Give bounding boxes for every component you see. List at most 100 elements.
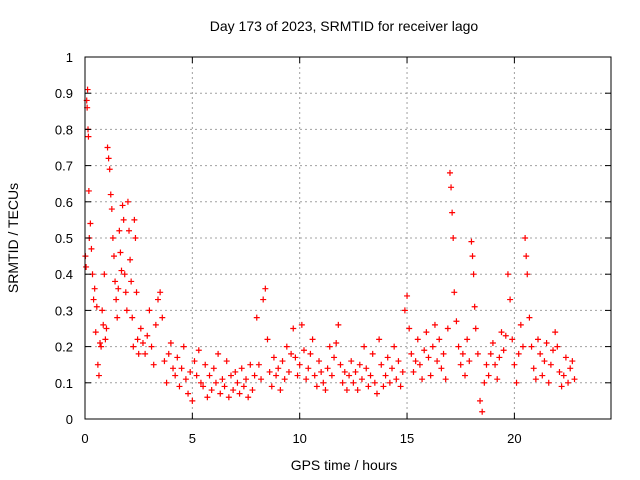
- grid: [85, 57, 611, 419]
- data-point: [202, 361, 209, 368]
- data-point: [560, 372, 567, 379]
- data-point: [189, 397, 196, 404]
- data-point: [421, 347, 428, 354]
- data-point: [517, 321, 524, 328]
- data-point: [251, 372, 258, 379]
- data-point: [243, 376, 250, 383]
- data-point: [178, 365, 185, 372]
- data-point: [333, 339, 340, 346]
- data-point: [88, 245, 95, 252]
- data-point: [121, 271, 128, 278]
- data-point: [268, 383, 275, 390]
- data-point: [236, 390, 243, 397]
- data-point: [450, 235, 457, 241]
- data-point: [448, 184, 455, 191]
- data-point: [502, 332, 509, 339]
- data-point: [283, 343, 290, 350]
- data-point: [275, 365, 282, 372]
- data-point: [253, 314, 260, 321]
- data-point: [352, 368, 359, 375]
- data-point: [537, 350, 544, 357]
- data-point: [120, 216, 127, 223]
- data-point: [399, 368, 406, 375]
- data-point: [133, 289, 140, 296]
- data-point: [472, 325, 479, 332]
- data-point: [255, 361, 262, 368]
- data-point: [288, 350, 295, 357]
- data-point: [311, 372, 318, 379]
- data-point: [180, 343, 187, 350]
- data-point: [376, 336, 383, 343]
- data-point: [227, 372, 234, 379]
- data-point: [83, 263, 90, 270]
- data-point: [118, 267, 125, 274]
- data-point: [130, 343, 137, 350]
- data-point: [522, 235, 529, 241]
- data-point: [122, 289, 129, 296]
- data-point: [446, 169, 453, 176]
- data-point: [429, 343, 436, 350]
- y-tick-label: 0.3: [55, 303, 73, 318]
- data-point: [440, 350, 447, 357]
- data-point: [367, 372, 374, 379]
- data-point: [369, 350, 376, 357]
- data-point: [84, 86, 91, 93]
- data-point: [322, 387, 329, 394]
- data-point: [477, 397, 484, 404]
- data-point: [152, 321, 159, 328]
- data-point: [200, 383, 207, 390]
- data-point: [131, 216, 138, 223]
- data-point: [264, 336, 271, 343]
- data-point: [208, 387, 215, 394]
- data-point: [481, 379, 488, 386]
- data-point: [185, 390, 192, 397]
- x-tick-label: 20: [507, 431, 521, 446]
- data-point: [391, 343, 398, 350]
- data-point: [303, 376, 310, 383]
- data-point: [279, 358, 286, 365]
- data-point: [217, 390, 224, 397]
- data-point: [247, 361, 254, 368]
- y-tick-label: 0.9: [55, 86, 73, 101]
- data-point: [307, 350, 314, 357]
- data-point: [109, 235, 116, 241]
- data-point: [511, 361, 518, 368]
- data-point: [108, 206, 115, 213]
- data-point: [492, 361, 499, 368]
- data-point: [416, 361, 423, 368]
- data-point: [115, 285, 122, 292]
- data-point: [159, 314, 166, 321]
- data-point: [412, 358, 419, 365]
- data-point: [343, 387, 350, 394]
- data-point: [150, 361, 157, 368]
- data-point: [444, 325, 451, 332]
- data-point: [541, 358, 548, 365]
- data-point: [474, 350, 481, 357]
- data-point: [494, 376, 501, 383]
- data-point: [238, 365, 245, 372]
- data-point: [535, 336, 542, 343]
- data-point: [414, 336, 421, 343]
- data-point: [87, 220, 94, 227]
- data-point: [277, 387, 284, 394]
- data-point: [328, 372, 335, 379]
- data-point: [386, 379, 393, 386]
- data-point: [102, 336, 109, 343]
- y-tick-label: 0.1: [55, 376, 73, 391]
- data-point: [457, 361, 464, 368]
- data-point: [507, 296, 514, 303]
- y-tick-label: 0.4: [55, 267, 73, 282]
- data-point: [404, 292, 411, 299]
- y-tick-label: 0.2: [55, 340, 73, 355]
- data-point: [556, 368, 563, 375]
- x-tick-label: 5: [189, 431, 196, 446]
- data-point: [114, 314, 121, 321]
- data-point: [519, 343, 526, 350]
- data-point: [124, 198, 131, 205]
- data-point: [431, 321, 438, 328]
- data-point: [496, 354, 503, 361]
- y-tick-label: 0.5: [55, 231, 73, 246]
- data-point: [112, 278, 119, 285]
- data-points: [82, 86, 578, 415]
- data-point: [262, 285, 269, 292]
